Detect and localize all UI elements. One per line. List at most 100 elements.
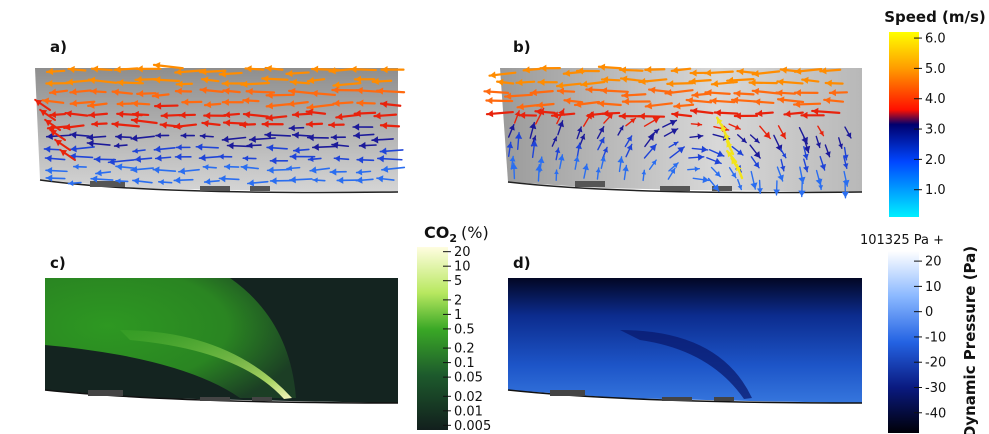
velocity-arrow-head [538, 78, 545, 86]
velocity-arrow-head [160, 121, 167, 129]
velocity-arrow-head [598, 126, 605, 133]
pressure-colorbar: 101325 Pa + 20 10 0 -10 -20 -30 -40 Dynamic Pr… [860, 233, 979, 434]
velocity-arrow-head [829, 89, 837, 97]
co2-colorbar-tick-label: 0.1 [454, 356, 475, 371]
velocity-arrow-head [70, 131, 77, 139]
velocity-arrow-head [42, 97, 50, 105]
co2-colorbar-tick-label: 0.2 [454, 342, 475, 357]
velocity-arrow-head [645, 102, 653, 110]
velocity-arrow-head [691, 107, 698, 115]
velocity-arrow-head [820, 67, 827, 75]
velocity-arrow-head [179, 111, 186, 119]
velocity-arrow-head [331, 141, 339, 149]
velocity-arrow-head [665, 89, 672, 97]
velocity-arrow-head [622, 165, 629, 172]
velocity-arrow-head [313, 177, 318, 183]
velocity-arrow-head [201, 76, 209, 84]
velocity-arrow-head [484, 88, 491, 96]
velocity-arrow-head [354, 109, 361, 118]
velocity-arrow-head [115, 163, 123, 171]
velocity-arrow-head [356, 168, 363, 176]
velocity-arrow-head [68, 65, 75, 74]
co2-colorbar-tick-label: 0.01 [454, 404, 483, 419]
velocity-arrow-head [574, 100, 582, 108]
velocity-arrow-head [267, 166, 274, 174]
velocity-arrow-head [202, 120, 209, 128]
co2-colorbar-tick-label: 10 [454, 260, 471, 275]
velocity-arrow-head [372, 77, 379, 86]
velocity-arrow-head [134, 155, 142, 163]
velocity-arrow-head [266, 114, 273, 122]
velocity-arrow-head [46, 174, 53, 182]
velocity-arrow-head [307, 76, 315, 85]
velocity-arrow-head [117, 100, 124, 108]
velocity-arrow-head [529, 122, 537, 130]
co2-colorbar-gradient [417, 247, 448, 430]
velocity-arrow-head [243, 155, 249, 162]
velocity-arrow-head [306, 108, 314, 116]
velocity-arrow-head [841, 191, 849, 198]
velocity-arrow-head [622, 91, 629, 99]
velocity-arrow-head [70, 88, 77, 96]
velocity-arrow-head [535, 164, 543, 171]
velocity-arrow-head [652, 117, 660, 124]
velocity-arrow-head [50, 111, 57, 119]
velocity-arrow-head [330, 168, 337, 176]
pressure-colorbar-tick-label: -10 [925, 330, 946, 345]
velocity-arrow-head [246, 87, 253, 96]
velocity-arrow-head [598, 63, 606, 71]
panel-a: a) [34, 38, 406, 194]
velocity-arrow-head [307, 134, 314, 142]
panel-d: d) [507, 254, 863, 404]
velocity-arrow-head [842, 163, 849, 169]
velocity-arrow-head [333, 99, 340, 107]
velocity-arrow-head [243, 97, 250, 105]
velocity-arrow-head [690, 69, 697, 77]
velocity-arrow-head [818, 185, 824, 190]
velocity-arrow-head [575, 143, 582, 150]
velocity-arrow-head [94, 155, 101, 163]
velocity-arrow-head [241, 163, 248, 172]
velocity-arrow-head [153, 61, 161, 70]
velocity-arrow-head [577, 67, 584, 75]
velocity-arrow-head [780, 66, 788, 74]
velocity-arrow-head [131, 165, 138, 174]
panel-c: c) [44, 254, 399, 404]
velocity-arrow-head [137, 90, 144, 98]
velocity-arrow-head [270, 177, 277, 185]
co2-colorbar-tick-label: 5 [454, 274, 462, 289]
velocity-arrow-head [356, 87, 363, 95]
panel-d-label: d) [513, 254, 531, 272]
pressure-colorbar-offset: 101325 Pa + [860, 233, 944, 248]
velocity-arrow-head [619, 112, 626, 120]
velocity-arrow-head [514, 132, 523, 139]
velocity-arrow-head [68, 180, 74, 187]
velocity-arrow-head [70, 145, 77, 153]
speed-colorbar-tick-label: 5.0 [925, 62, 946, 77]
velocity-arrow-head [749, 79, 756, 87]
velocity-arrow-head [645, 66, 652, 74]
velocity-arrow-head [519, 111, 526, 119]
velocity-arrow-head [132, 177, 140, 185]
velocity-arrow-head [752, 87, 760, 96]
velocity-arrow-head [554, 170, 559, 175]
velocity-arrow-head [697, 133, 703, 140]
velocity-arrow-head [353, 123, 360, 131]
velocity-arrow-head [819, 130, 824, 136]
velocity-arrow-head [825, 79, 832, 87]
velocity-arrow-head [289, 124, 295, 132]
velocity-arrow-head [510, 163, 518, 170]
velocity-arrow-head [357, 156, 364, 164]
velocity-arrow-head [132, 110, 139, 119]
velocity-arrow-head [69, 152, 76, 161]
velocity-arrow-head [224, 163, 231, 170]
velocity-arrow-head [537, 157, 545, 164]
panel-c-obstacle [200, 397, 230, 401]
velocity-arrow-head [517, 103, 524, 111]
pressure-colorbar-gradient [888, 251, 919, 433]
panel-a-obstacle [250, 186, 270, 191]
speed-colorbar-tick-label: 3.0 [925, 123, 946, 138]
velocity-arrow-head [247, 142, 253, 149]
velocity-arrow-head [595, 167, 601, 173]
velocity-arrow-head [222, 98, 229, 106]
